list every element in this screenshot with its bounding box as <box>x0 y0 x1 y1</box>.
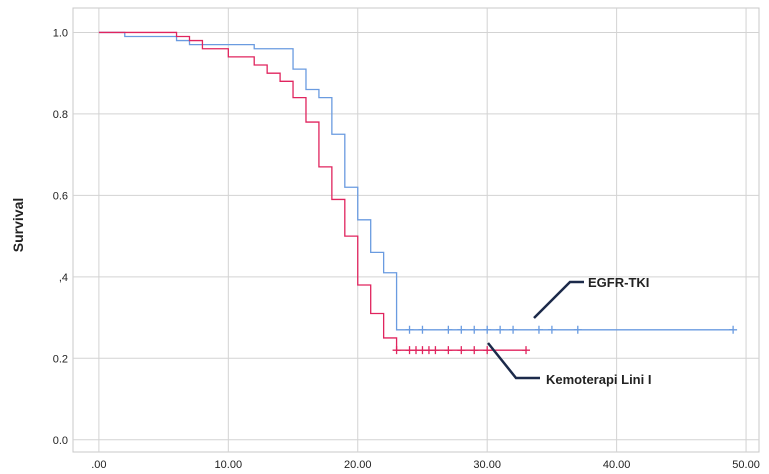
x-tick-label: 10.00 <box>215 459 243 471</box>
plot-frame <box>72 7 760 453</box>
censor-mark <box>457 325 466 334</box>
censor-mark <box>405 325 414 334</box>
censor-mark <box>418 325 427 334</box>
y-tick-label: 0.2 <box>53 353 68 365</box>
censor-mark <box>483 346 492 355</box>
x-tick-label: 40.00 <box>603 459 631 471</box>
censor-mark <box>444 346 453 355</box>
y-tick-label: 0.8 <box>53 109 68 121</box>
censor-mark <box>496 325 505 334</box>
censor-mark <box>522 346 531 355</box>
callout-line-2 <box>487 342 540 380</box>
censor-mark <box>729 325 738 334</box>
censor-mark <box>483 325 492 334</box>
series-layer <box>98 31 738 355</box>
grid <box>72 7 760 453</box>
censor-mark <box>547 325 556 334</box>
censor-mark <box>573 325 582 334</box>
x-tick-label: 20.00 <box>344 459 372 471</box>
x-tick-label: .00 <box>91 459 106 471</box>
censor-mark <box>457 346 466 355</box>
censor-mark <box>534 325 543 334</box>
y-tick-label: ,4 <box>59 272 68 284</box>
x-tick-label: 30.00 <box>473 459 501 471</box>
y-tick-label: 0.0 <box>53 435 68 447</box>
y-tick-label: 1.0 <box>53 27 68 39</box>
censor-mark <box>470 325 479 334</box>
series-line-1 <box>98 31 734 331</box>
censor-mark <box>392 346 401 355</box>
censor-mark <box>431 346 440 355</box>
y-tick-label: 0.6 <box>53 190 68 202</box>
series-line-2 <box>98 31 527 351</box>
y-axis-label: Survival <box>10 198 26 252</box>
censor-mark <box>509 325 518 334</box>
axes: .00 10.00 20.00 30.00 40.00 50.00 0.0 0.2 ,4 0.6 0… <box>53 27 760 471</box>
censor-mark <box>444 325 453 334</box>
callout-line-1 <box>533 280 584 319</box>
x-tick-label: 50.00 <box>732 459 760 471</box>
annotation-label-2: Kemoterapi Lini I <box>546 372 651 387</box>
annotations: EGFR-TKI Kemoterapi Lini I <box>487 275 651 387</box>
annotation-label-1: EGFR-TKI <box>588 275 649 290</box>
censor-mark <box>470 346 479 355</box>
